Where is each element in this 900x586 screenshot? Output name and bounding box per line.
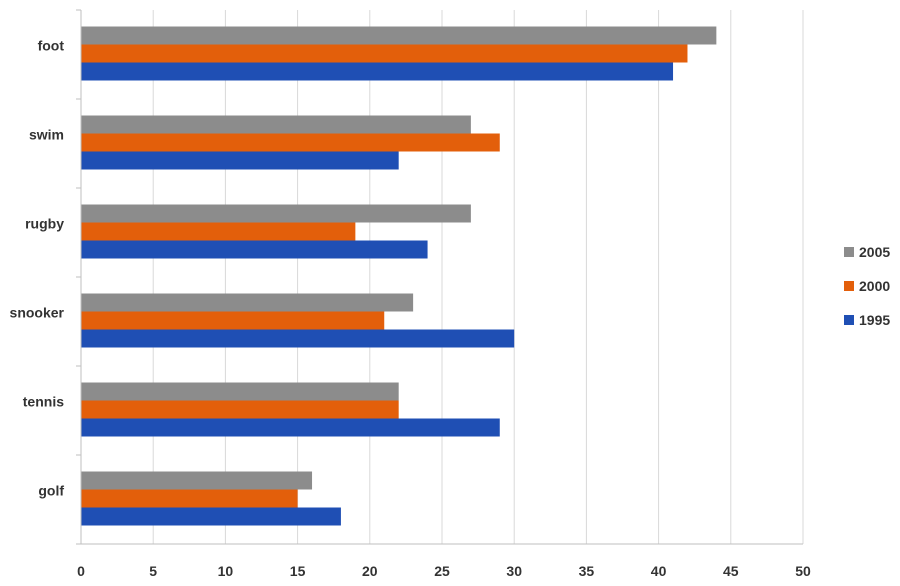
legend: 2005 2000 1995	[844, 244, 890, 328]
legend-label: 1995	[859, 312, 890, 328]
category-label: foot	[38, 38, 65, 54]
bar-snooker-2005	[81, 293, 414, 312]
legend-label: 2000	[859, 278, 890, 294]
x-axis-ticks: 0 5 10 15 20 25 30 35 40 45 50	[77, 563, 811, 579]
bar-golf-2000	[81, 489, 298, 508]
x-tick-label: 45	[723, 563, 739, 579]
bar-snooker-2000	[81, 311, 385, 330]
category-label: rugby	[25, 216, 64, 232]
bar-swim-2000	[81, 133, 500, 152]
bar-snooker-1995	[81, 329, 515, 348]
bar-tennis-2000	[81, 400, 399, 419]
bar-rugby-1995	[81, 240, 428, 259]
axes	[76, 9, 803, 545]
bar-golf-1995	[81, 507, 341, 526]
category-label: snooker	[10, 305, 65, 321]
bar-swim-2005	[81, 115, 471, 134]
x-tick-label: 5	[149, 563, 157, 579]
bar-golf-2005	[81, 471, 313, 490]
category-labels: foot swim rugby snooker tennis golf	[10, 38, 65, 499]
bar-foot-2000	[81, 44, 688, 63]
x-tick-label: 35	[579, 563, 595, 579]
legend-swatch-2005	[844, 247, 854, 257]
legend-label: 2005	[859, 244, 890, 260]
gridlines	[152, 10, 804, 544]
bars	[81, 26, 717, 526]
x-tick-label: 40	[651, 563, 667, 579]
category-label: tennis	[23, 394, 64, 410]
x-tick-label: 15	[290, 563, 306, 579]
bar-tennis-2005	[81, 382, 399, 401]
bar-tennis-1995	[81, 418, 500, 437]
bar-rugby-2005	[81, 204, 471, 223]
legend-swatch-1995	[844, 315, 854, 325]
bar-rugby-2000	[81, 222, 356, 241]
legend-swatch-2000	[844, 281, 854, 291]
x-tick-label: 10	[218, 563, 234, 579]
bar-swim-1995	[81, 151, 399, 170]
x-tick-label: 30	[506, 563, 522, 579]
x-tick-label: 20	[362, 563, 378, 579]
x-tick-label: 0	[77, 563, 85, 579]
category-label: golf	[38, 483, 64, 499]
x-tick-label: 25	[434, 563, 450, 579]
bar-foot-2005	[81, 26, 717, 45]
x-tick-label: 50	[795, 563, 811, 579]
bar-foot-1995	[81, 62, 674, 81]
category-label: swim	[29, 127, 64, 143]
